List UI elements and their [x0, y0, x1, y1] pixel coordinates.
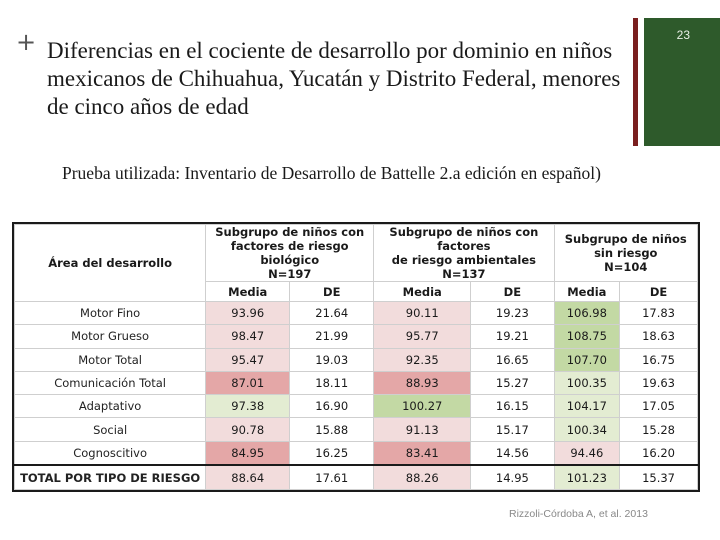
group-header-line: de riesgo ambientales: [391, 253, 536, 267]
group-header-line: Subgrupo de niños: [564, 232, 687, 246]
cell-de: 16.15: [470, 394, 555, 419]
row-label: Comunicación Total: [13, 370, 207, 396]
cell-media: 100.35: [553, 370, 621, 396]
cell-media: 91.13: [373, 417, 472, 442]
cell-media: 100.27: [373, 394, 472, 419]
subheader-media: Media: [553, 281, 621, 302]
group-header-line: Subgrupo de niños con factores: [389, 225, 539, 253]
group-header-sin-riesgo: Subgrupo de niños sin riesgo N=104: [553, 224, 699, 282]
slide-title: Diferencias en el cociente de desarrollo…: [47, 38, 621, 119]
cell-de: 15.27: [470, 370, 555, 396]
cell-media: 95.77: [373, 324, 472, 349]
area-header: Área del desarrollo: [13, 224, 207, 302]
cell-de: 16.65: [470, 347, 555, 372]
cell-de: 19.21: [470, 324, 555, 349]
cell-de: 21.64: [289, 300, 375, 326]
cell-media: 95.47: [205, 347, 291, 372]
table-row: Social 90.78 15.88 91.13 15.17 100.34 15.28: [13, 417, 698, 442]
cell-media: 98.47: [205, 324, 291, 349]
cell-de: 16.25: [289, 440, 375, 466]
cell-media: 101.23: [553, 464, 621, 491]
cell-media: 104.17: [553, 394, 621, 419]
row-label: Cognoscitivo: [13, 440, 207, 466]
group-header-n: N=197: [268, 267, 312, 281]
cell-media: 107.70: [553, 347, 621, 372]
cell-media: 84.95: [205, 440, 291, 466]
cell-de: 17.83: [619, 300, 698, 326]
cell-de: 16.90: [289, 394, 375, 419]
group-header-ambiental: Subgrupo de niños con factores de riesgo…: [373, 224, 555, 282]
group-header-n: N=137: [442, 267, 486, 281]
cell-media: 93.96: [205, 300, 291, 326]
group-header-line: sin riesgo: [594, 246, 658, 260]
table-row: Adaptativo 97.38 16.90 100.27 16.15 104.17 17.…: [13, 394, 698, 419]
cell-media: 83.41: [373, 440, 472, 466]
cell-de: 16.75: [619, 347, 698, 372]
page-number: 23: [676, 28, 690, 42]
cell-de: 19.03: [289, 347, 375, 372]
accent-block-green: [644, 18, 720, 146]
row-label: Motor Grueso: [13, 324, 207, 349]
cell-de: 21.99: [289, 324, 375, 349]
cell-de: 18.11: [289, 370, 375, 396]
cell-de: 14.95: [470, 464, 555, 491]
group-header-n: N=104: [604, 260, 648, 274]
cell-de: 17.05: [619, 394, 698, 419]
cell-media: 106.98: [553, 300, 621, 326]
cell-media: 94.46: [553, 440, 621, 466]
subheader-de: DE: [289, 281, 375, 302]
accent-bar-red: [633, 18, 638, 146]
row-label: Adaptativo: [13, 394, 207, 419]
cell-de: 19.63: [619, 370, 698, 396]
cell-media: 88.26: [373, 464, 472, 491]
cell-media: 88.64: [205, 464, 291, 491]
citation: Rizzoli-Córdoba A, et al. 2013: [509, 508, 648, 520]
slide-subtitle: Prueba utilizada: Inventario de Desarrol…: [62, 163, 601, 183]
subheader-de: DE: [470, 281, 555, 302]
cell-media: 97.38: [205, 394, 291, 419]
cell-de: 15.28: [619, 417, 698, 442]
subheader-de: DE: [619, 281, 698, 302]
cell-de: 15.37: [619, 464, 698, 491]
results-table: Área del desarrollo Subgrupo de niños co…: [12, 222, 700, 492]
table-row: Comunicación Total 87.01 18.11 88.93 15.27 10…: [13, 370, 698, 396]
group-header-line: Subgrupo de niños con: [215, 225, 365, 239]
row-label: Motor Fino: [13, 300, 207, 326]
cell-media: 90.78: [205, 417, 291, 442]
table-row: Motor Fino 93.96 21.64 90.11 19.23 106.98 17.8…: [13, 300, 698, 326]
cell-media: 100.34: [553, 417, 621, 442]
bullet-plus-icon: +: [16, 28, 37, 56]
table-row: TOTAL POR TIPO DE RIESGO 88.64 17.61 88.26 1…: [13, 464, 698, 491]
cell-media: 88.93: [373, 370, 472, 396]
cell-de: 15.17: [470, 417, 555, 442]
row-label: Motor Total: [13, 347, 207, 372]
cell-media: 92.35: [373, 347, 472, 372]
row-label: Social: [13, 417, 207, 442]
cell-media: 108.75: [553, 324, 621, 349]
subheader-media: Media: [373, 281, 472, 302]
cell-de: 17.61: [289, 464, 375, 491]
cell-de: 14.56: [470, 440, 555, 466]
cell-de: 19.23: [470, 300, 555, 326]
group-header-biologico: Subgrupo de niños con factores de riesgo…: [205, 224, 375, 282]
cell-media: 87.01: [205, 370, 291, 396]
table-row: Motor Grueso 98.47 21.99 95.77 19.21 108.75 18…: [13, 324, 698, 349]
row-label: TOTAL POR TIPO DE RIESGO: [13, 464, 207, 491]
cell-de: 16.20: [619, 440, 698, 466]
subheader-media: Media: [205, 281, 291, 302]
cell-de: 18.63: [619, 324, 698, 349]
cell-de: 15.88: [289, 417, 375, 442]
table-row: Cognoscitivo 84.95 16.25 83.41 14.56 94.46 16.…: [13, 440, 698, 466]
cell-media: 90.11: [373, 300, 472, 326]
table-row: Motor Total 95.47 19.03 92.35 16.65 107.70 16.…: [13, 347, 698, 372]
group-header-line: factores de riesgo biológico: [230, 239, 349, 267]
